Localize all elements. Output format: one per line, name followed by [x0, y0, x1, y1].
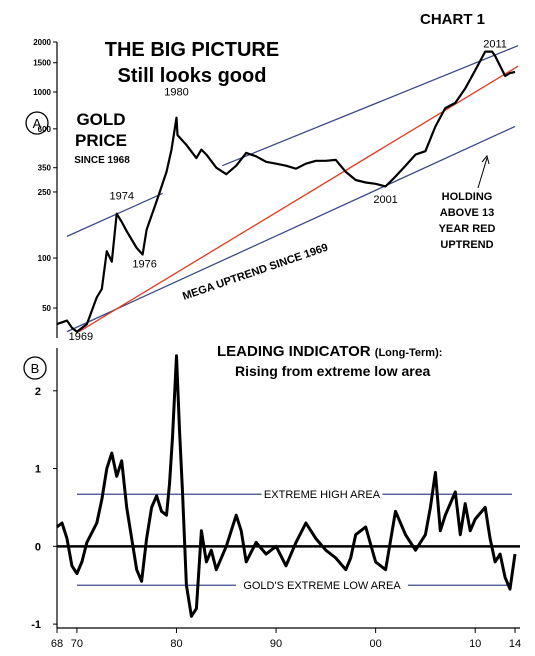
band-label-0: EXTREME HIGH AREA	[264, 489, 381, 501]
gold-price-line	[56, 50, 516, 333]
panel-b-marker-circle	[23, 356, 47, 380]
panel-b-bands: EXTREME HIGH AREA GOLD'S EXTREME LOW AREA	[77, 487, 512, 593]
panel-a-y-tick-label-5: 250	[38, 188, 52, 197]
panel-b-x-ticks: 68 70 80 90 00 10 14	[51, 628, 521, 650]
since-label: SINCE 1968	[74, 155, 130, 166]
x-tick-label-00: 00	[369, 638, 381, 650]
panel-a-marker-letter: A	[33, 116, 42, 131]
x-tick-label-90: 90	[270, 638, 282, 650]
panel-b-marker: B	[23, 356, 47, 380]
leading-indicator-line	[56, 354, 517, 618]
x-tick-label-68: 68	[51, 638, 63, 650]
panel-b-y-tick-label-0: 2	[35, 386, 41, 398]
panel-a-y-tick-label-6: 100	[38, 254, 52, 263]
year-annotation-1969: 1969	[69, 331, 93, 343]
panel-b: B LEADING INDICATOR (Long-Term): Rising …	[23, 343, 521, 650]
panel-b-y-tick-label-2: 0	[35, 541, 41, 553]
trendline-0	[66, 125, 516, 333]
panel-a-marker: A	[25, 111, 49, 135]
year-annotation-1976: 1976	[132, 258, 156, 270]
holding-note-line-1: HOLDING	[442, 191, 493, 203]
x-tick-label-10: 10	[469, 638, 481, 650]
panel-b-y-tick-label-3: -1	[31, 619, 41, 631]
band-label-bg-0	[261, 487, 383, 502]
year-annotation-2001: 2001	[373, 194, 397, 206]
panel-b-title-main: LEADING INDICATOR	[217, 343, 371, 360]
gold-label: GOLD	[76, 110, 125, 129]
holding-note-line-2: ABOVE 13	[440, 207, 494, 219]
trendline-2	[222, 45, 519, 167]
figure-label: CHART 1	[420, 11, 485, 28]
year-annotation-1980: 1980	[164, 87, 188, 99]
panel-a-y-tick-label-4: 350	[38, 164, 52, 173]
panel-b-title-suffix: (Long-Term):	[375, 347, 443, 359]
panel-b-title: LEADING INDICATOR (Long-Term):	[217, 343, 442, 360]
panel-b-subtitle: Rising from extreme low area	[235, 363, 431, 379]
price-label: PRICE	[75, 131, 127, 150]
panel-b-y-ticks: 2 1 0 -1	[31, 386, 57, 631]
trendline-1	[66, 192, 163, 237]
panel-a-y-tick-label-1: 1500	[33, 59, 51, 68]
x-tick-label-70: 70	[71, 638, 83, 650]
panel-a: CHART 1 THE BIG PICTURE Still looks good…	[25, 11, 519, 344]
panel-a-trendlines	[66, 45, 519, 333]
x-tick-label-80: 80	[170, 638, 182, 650]
holding-note-line-3: YEAR RED	[439, 223, 496, 235]
x-tick-label-14: 14	[509, 638, 521, 650]
holding-note-arrow	[477, 154, 490, 189]
panel-a-y-tick-label-0: 2000	[33, 38, 51, 47]
panel-a-annotations: 1980 1974 1976 1969 2001 2011	[69, 39, 507, 344]
panel-a-y-ticks: 2000 1500 1000 600 350 250 100 50	[33, 38, 57, 313]
mega-uptrend-label: MEGA UPTREND SINCE 1969	[181, 242, 330, 303]
band-label-1: GOLD'S EXTREME LOW AREA	[243, 580, 401, 592]
panel-b-marker-letter: B	[31, 361, 40, 376]
panel-a-y-tick-label-2: 1000	[33, 88, 51, 97]
panel-a-marker-circle	[25, 111, 49, 135]
year-annotation-2011: 2011	[483, 39, 507, 51]
panel-a-y-tick-label-3: 600	[38, 125, 52, 134]
year-annotation-1974: 1974	[109, 191, 133, 203]
panel-a-title: THE BIG PICTURE	[105, 39, 279, 61]
band-label-bg-1	[236, 578, 408, 593]
panel-b-y-tick-label-1: 1	[35, 464, 41, 476]
panel-a-subtitle: Still looks good	[118, 65, 267, 87]
holding-note-line-4: UPTREND	[440, 239, 493, 251]
holding-note: HOLDING ABOVE 13 YEAR RED UPTREND	[439, 154, 496, 251]
panel-a-y-tick-label-7: 50	[42, 304, 51, 313]
